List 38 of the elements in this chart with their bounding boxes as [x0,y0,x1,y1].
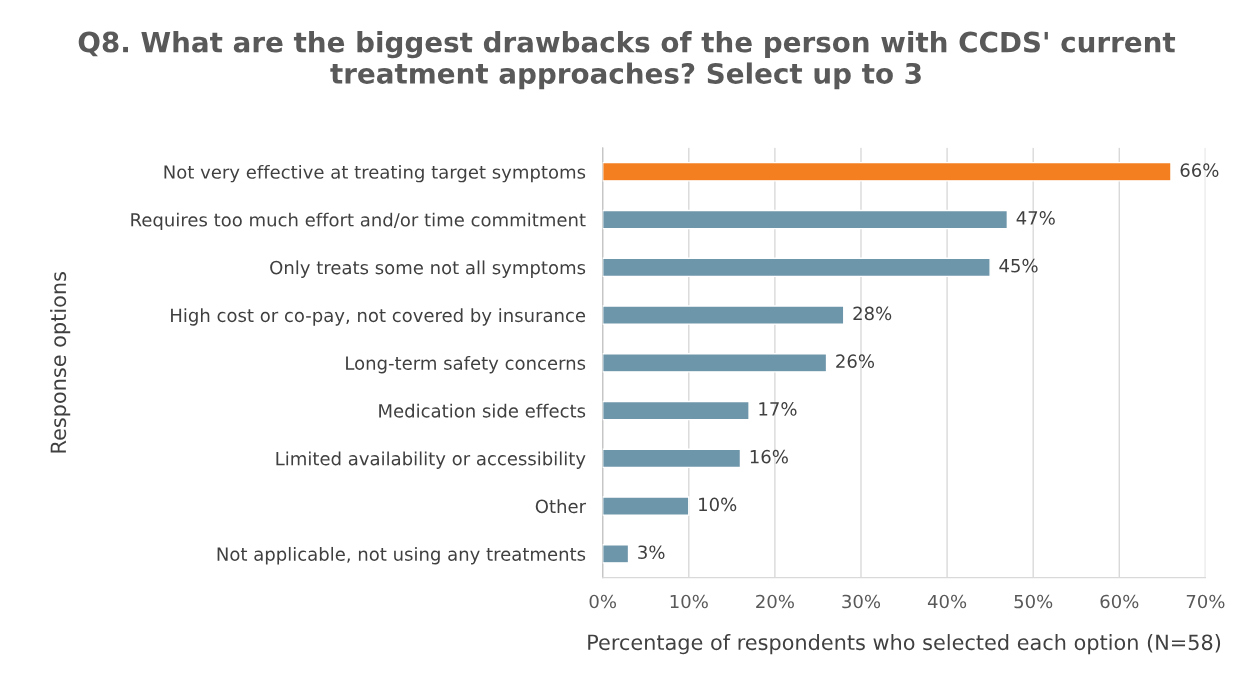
x-tick-label: 60% [1100,594,1139,609]
bar [602,161,1172,182]
y-tick-label: Other [535,499,587,514]
y-tick-label: Limited availability or accessibility [276,451,586,469]
data-label: 28% [853,306,892,321]
x-tick-label: 70% [1186,594,1225,609]
y-tick-label: Long-term safety concerns [346,355,586,374]
data-label: 10% [699,497,737,512]
bar [602,305,845,325]
x-tick-label: 50% [1014,594,1053,609]
data-label: 3% [638,545,665,560]
y-tick-label: Not applicable, not using any treatments [217,546,586,565]
bar [602,400,750,421]
x-tick-label: 30% [842,594,881,609]
x-tick-label: 40% [927,594,967,609]
y-tick-label: High cost or co-pay, not covered by insurance [171,308,586,326]
data-label: 66% [1180,163,1219,177]
y-tick-label: Not very effective at treating target symptoms [164,164,586,183]
x-axis-title: Percentage of respondents who selected each option (N=58) [588,634,1221,655]
data-label: 47% [1016,211,1055,225]
x-tick-label: 20% [756,594,794,609]
data-label: 16% [750,449,788,464]
y-tick-label: Only treats some not all symptoms [270,260,586,278]
bar [602,257,991,278]
chart-title: Q8. What are the biggest drawbacks of the person with CCDS' current treatment approaches? Select up to 3 [78,31,1176,90]
bar [602,448,742,469]
data-label: 26% [836,354,875,369]
x-tick-label: 0% [589,594,617,609]
bar [602,209,1009,230]
data-label: 45% [999,258,1038,273]
bar [602,544,630,564]
y-axis-title: Response options [50,272,71,453]
bar [602,353,828,373]
y-tick-label: Medication side effects [379,403,586,418]
data-label: 17% [759,402,797,416]
x-tick-label: 10% [670,594,708,609]
y-tick-label: Requires too much effort and/or time commitment [131,212,586,231]
bar [602,496,690,516]
